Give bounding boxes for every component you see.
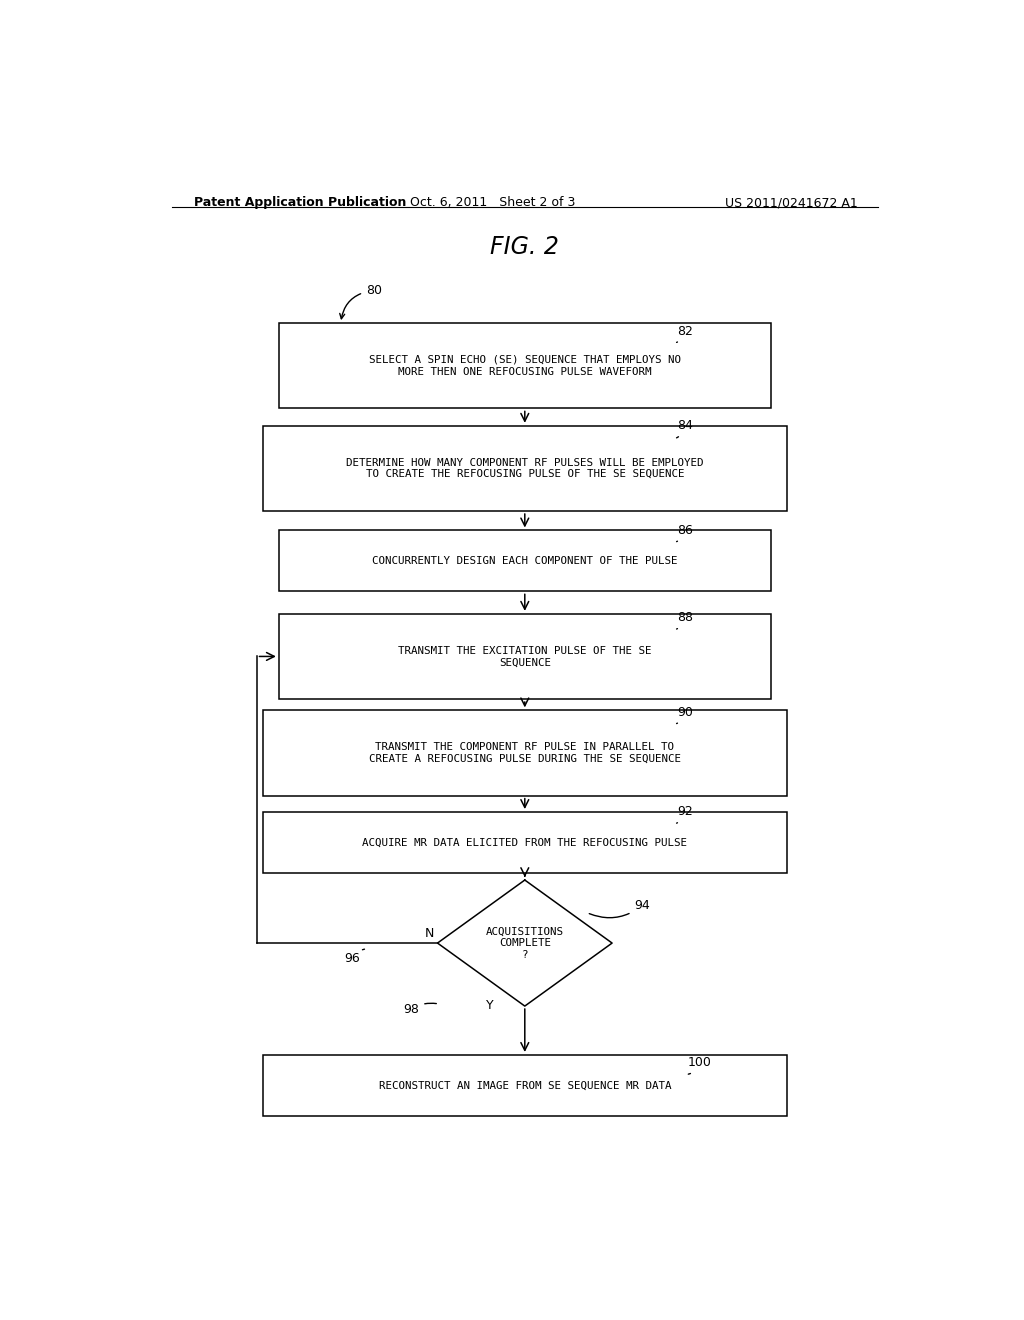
Text: Y: Y	[486, 998, 494, 1011]
Text: CONCURRENTLY DESIGN EACH COMPONENT OF THE PULSE: CONCURRENTLY DESIGN EACH COMPONENT OF TH…	[372, 556, 678, 566]
Text: 92: 92	[677, 805, 693, 824]
Bar	[279, 531, 771, 591]
Text: Patent Application Publication: Patent Application Publication	[194, 195, 407, 209]
Bar	[263, 812, 786, 873]
Text: N: N	[425, 928, 434, 940]
Text: ACQUIRE MR DATA ELICITED FROM THE REFOCUSING PULSE: ACQUIRE MR DATA ELICITED FROM THE REFOCU…	[362, 837, 687, 847]
Text: 100: 100	[687, 1056, 712, 1074]
Text: SELECT A SPIN ECHO (SE) SEQUENCE THAT EMPLOYS NO
MORE THEN ONE REFOCUSING PULSE : SELECT A SPIN ECHO (SE) SEQUENCE THAT EM…	[369, 355, 681, 376]
Text: Oct. 6, 2011   Sheet 2 of 3: Oct. 6, 2011 Sheet 2 of 3	[411, 195, 575, 209]
Bar	[263, 426, 786, 511]
Text: 94: 94	[589, 899, 650, 917]
Text: TRANSMIT THE COMPONENT RF PULSE IN PARALLEL TO
CREATE A REFOCUSING PULSE DURING : TRANSMIT THE COMPONENT RF PULSE IN PARAL…	[369, 742, 681, 764]
Text: 82: 82	[677, 325, 693, 342]
Text: US 2011/0241672 A1: US 2011/0241672 A1	[725, 195, 858, 209]
Text: ACQUISITIONS
COMPLETE
?: ACQUISITIONS COMPLETE ?	[485, 927, 564, 960]
Text: 84: 84	[677, 420, 693, 438]
Text: 80: 80	[340, 284, 382, 318]
Text: 86: 86	[677, 524, 693, 541]
Text: 98: 98	[403, 1003, 436, 1015]
Bar	[263, 710, 786, 796]
Text: DETERMINE HOW MANY COMPONENT RF PULSES WILL BE EMPLOYED
TO CREATE THE REFOCUSING: DETERMINE HOW MANY COMPONENT RF PULSES W…	[346, 458, 703, 479]
Text: FIG. 2: FIG. 2	[490, 235, 559, 259]
Text: 90: 90	[677, 706, 693, 723]
Text: RECONSTRUCT AN IMAGE FROM SE SEQUENCE MR DATA: RECONSTRUCT AN IMAGE FROM SE SEQUENCE MR…	[379, 1080, 671, 1090]
Bar	[279, 614, 771, 700]
Text: TRANSMIT THE EXCITATION PULSE OF THE SE
SEQUENCE: TRANSMIT THE EXCITATION PULSE OF THE SE …	[398, 645, 651, 667]
Text: 88: 88	[677, 611, 693, 630]
Text: 96: 96	[344, 949, 365, 965]
Bar	[279, 323, 771, 408]
Bar	[263, 1055, 786, 1115]
